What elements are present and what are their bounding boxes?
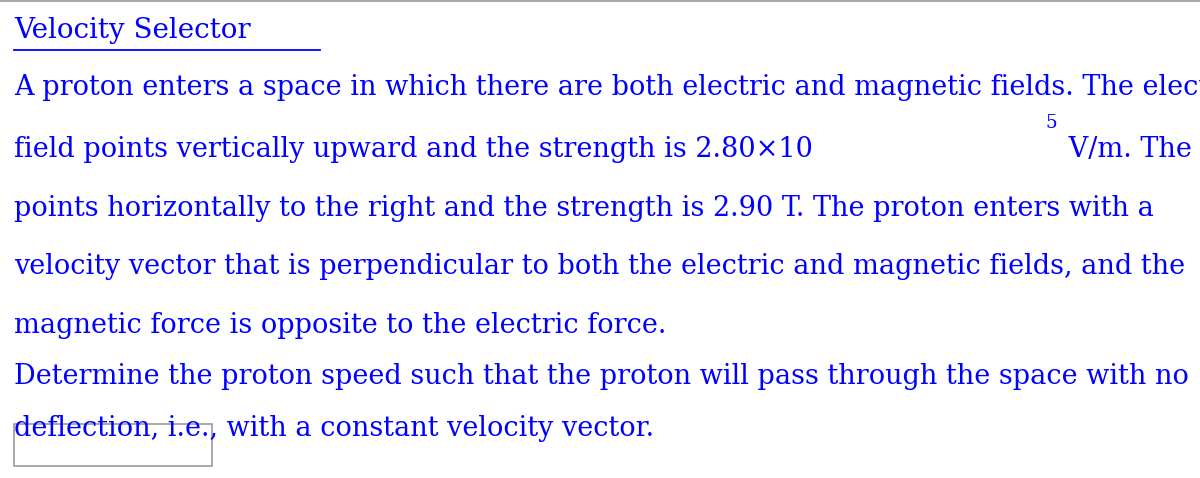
Text: velocity vector that is perpendicular to both the electric and magnetic fields, : velocity vector that is perpendicular to… (14, 253, 1186, 280)
Text: magnetic force is opposite to the electric force.: magnetic force is opposite to the electr… (14, 312, 667, 338)
Text: A proton enters a space in which there are both electric and magnetic fields. Th: A proton enters a space in which there a… (14, 74, 1200, 101)
Text: V/m. The magnetic field: V/m. The magnetic field (1061, 136, 1200, 163)
Text: deflection, i.e., with a constant velocity vector.: deflection, i.e., with a constant veloci… (14, 415, 654, 442)
Text: points horizontally to the right and the strength is 2.90 T. The proton enters w: points horizontally to the right and the… (14, 195, 1154, 222)
Text: Velocity Selector: Velocity Selector (14, 17, 251, 43)
Text: field points vertically upward and the strength is 2.80×10: field points vertically upward and the s… (14, 136, 814, 163)
FancyBboxPatch shape (14, 424, 212, 466)
Text: 5: 5 (1045, 114, 1057, 132)
Text: Determine the proton speed such that the proton will pass through the space with: Determine the proton speed such that the… (14, 363, 1189, 390)
